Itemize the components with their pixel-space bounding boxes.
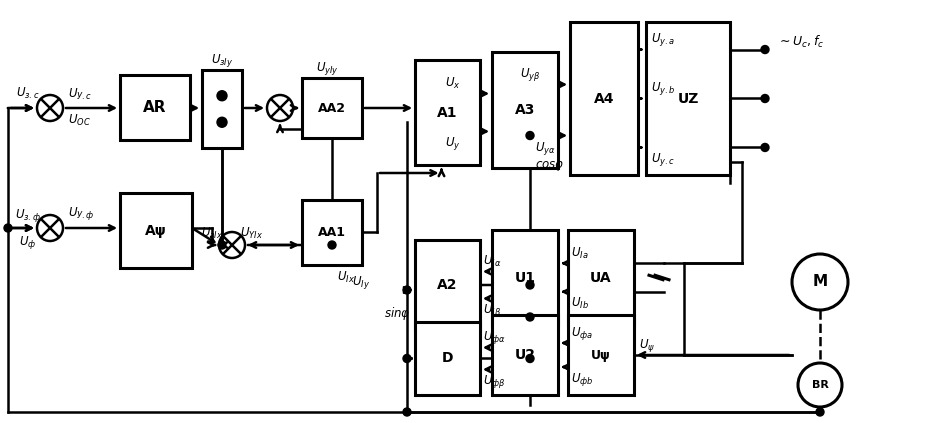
Text: Aψ: Aψ (145, 223, 167, 237)
Bar (645, 22, 730, 175)
Text: $U_{з.ф}$: $U_{з.ф}$ (15, 206, 41, 223)
Bar (202, 70, 242, 148)
Text: $U_{Ix}$: $U_{Ix}$ (337, 269, 355, 285)
Text: $sin\varphi$: $sin\varphi$ (383, 305, 410, 322)
Circle shape (760, 94, 768, 102)
Text: AA1: AA1 (318, 226, 346, 239)
Text: $U_ψ$: $U_ψ$ (639, 337, 654, 354)
Circle shape (217, 117, 227, 127)
Text: M: M (811, 275, 827, 289)
Circle shape (526, 313, 533, 321)
Text: $U_x$: $U_x$ (444, 76, 460, 91)
Circle shape (815, 408, 823, 416)
Circle shape (218, 241, 226, 249)
Text: Uψ: Uψ (590, 349, 610, 362)
Circle shape (760, 143, 768, 151)
Text: A3: A3 (514, 103, 535, 117)
Text: $U_{Iα}$: $U_{Iα}$ (482, 254, 501, 269)
Bar (414, 60, 479, 165)
Text: U2: U2 (514, 348, 535, 362)
Bar (414, 240, 479, 330)
Circle shape (4, 224, 12, 232)
Circle shape (526, 132, 533, 140)
Text: $U_{y.a}$: $U_{y.a}$ (651, 31, 675, 48)
Bar (120, 193, 192, 268)
Text: $\sim U_c, f_c$: $\sim U_c, f_c$ (776, 33, 823, 49)
Text: $U_{y.c}$: $U_{y.c}$ (651, 151, 674, 168)
Text: BR: BR (811, 380, 828, 390)
Bar (491, 52, 557, 168)
Circle shape (526, 281, 533, 289)
Circle shape (760, 46, 768, 54)
Bar (567, 315, 633, 395)
Text: AA2: AA2 (318, 102, 346, 115)
Circle shape (402, 286, 411, 294)
Circle shape (526, 354, 533, 363)
Bar (567, 230, 633, 325)
Circle shape (402, 408, 411, 416)
Bar (120, 75, 190, 140)
Text: $U_{зIx}$: $U_{зIx}$ (200, 225, 222, 241)
Text: $U_{фα}$: $U_{фα}$ (482, 329, 505, 346)
Text: $U_{yIy}$: $U_{yIy}$ (315, 60, 338, 77)
Text: $U_{ОС}$: $U_{ОС}$ (68, 113, 91, 128)
Text: $U_{Iβ}$: $U_{Iβ}$ (482, 302, 501, 319)
Text: $U_{yβ}$: $U_{yβ}$ (519, 66, 540, 83)
Bar (301, 200, 362, 265)
Text: $U_{фβ}$: $U_{фβ}$ (482, 373, 505, 390)
Bar (414, 322, 479, 395)
Text: AR: AR (143, 100, 167, 115)
Text: $cos\varphi$: $cos\varphi$ (535, 159, 564, 173)
Text: A1: A1 (437, 105, 457, 120)
Text: $U_{yα}$: $U_{yα}$ (535, 140, 555, 157)
Bar (569, 22, 638, 175)
Text: U1: U1 (514, 270, 535, 285)
Text: UA: UA (590, 270, 611, 285)
Bar (491, 230, 557, 325)
Text: $U_{У.ф}$: $U_{У.ф}$ (68, 204, 95, 222)
Text: $U_{Ib}$: $U_{Ib}$ (570, 296, 589, 311)
Circle shape (217, 91, 227, 101)
Text: $U_{фb}$: $U_{фb}$ (570, 371, 593, 387)
Circle shape (402, 354, 411, 363)
Text: $U_{y.b}$: $U_{y.b}$ (651, 80, 675, 97)
Text: $U_{Iy}$: $U_{Iy}$ (351, 274, 370, 291)
Text: D: D (441, 352, 452, 365)
Bar (491, 315, 557, 395)
Text: A4: A4 (593, 91, 614, 105)
Circle shape (327, 241, 336, 249)
Text: A2: A2 (437, 278, 457, 292)
Text: UZ: UZ (677, 91, 698, 105)
Text: $U_ф$: $U_ф$ (19, 233, 36, 250)
Bar (301, 78, 362, 138)
Text: $U_{зIy}$: $U_{зIy}$ (210, 52, 233, 69)
Text: $U_{з.c}$: $U_{з.c}$ (16, 85, 40, 101)
Text: $U_y$: $U_y$ (444, 135, 460, 152)
Text: $U_{Ia}$: $U_{Ia}$ (570, 246, 588, 261)
Text: $U_{У.c}$: $U_{У.c}$ (68, 86, 92, 102)
Text: $U_{фa}$: $U_{фa}$ (570, 324, 592, 341)
Text: $U_{YIx}$: $U_{YIx}$ (240, 225, 263, 241)
